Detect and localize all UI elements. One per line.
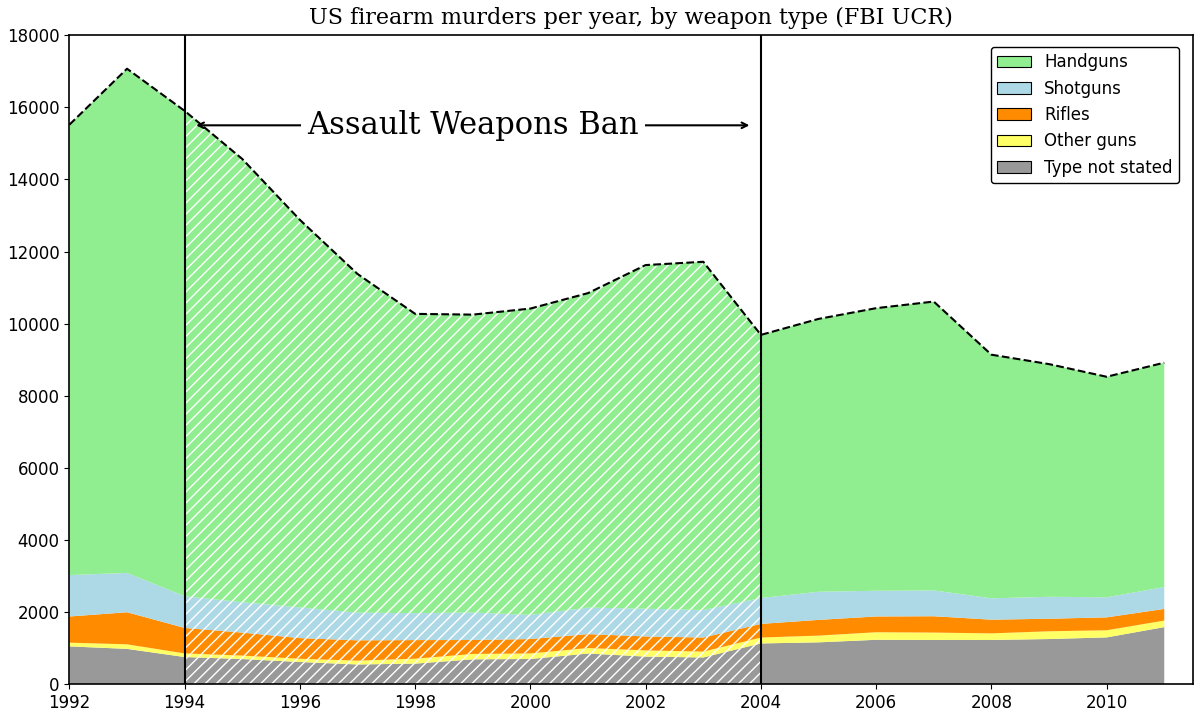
Title: US firearm murders per year, by weapon type (FBI UCR): US firearm murders per year, by weapon t… <box>310 7 953 29</box>
Legend: Handguns, Shotguns, Rifles, Other guns, Type not stated: Handguns, Shotguns, Rifles, Other guns, … <box>991 47 1180 183</box>
Text: Assault Weapons Ban: Assault Weapons Ban <box>307 110 638 141</box>
